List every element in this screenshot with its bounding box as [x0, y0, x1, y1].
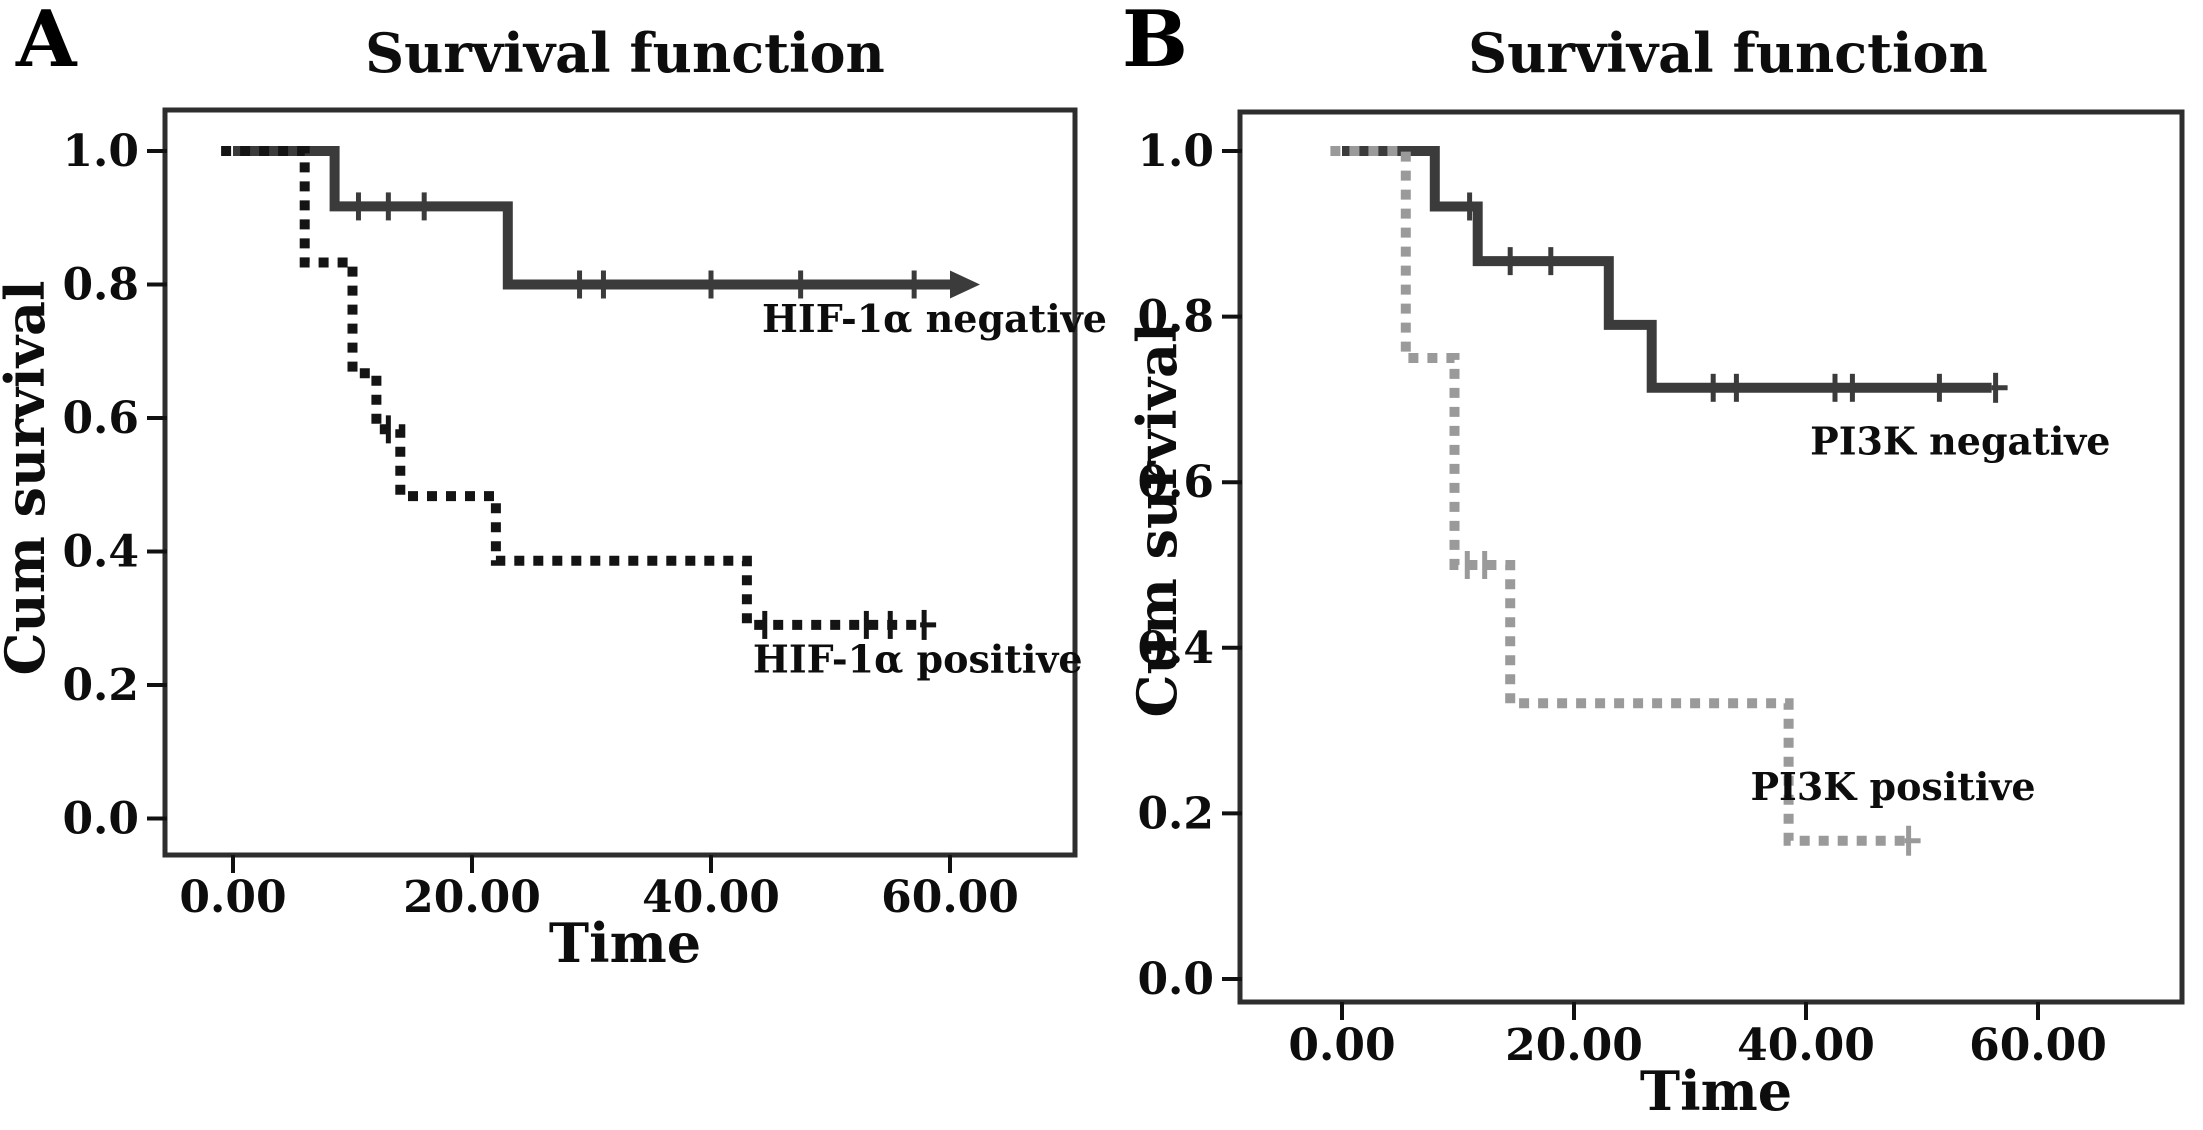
panel-a-y-tick-label-0.2: 0.2	[62, 660, 139, 711]
panel-b-y-tick-label-0.0: 0.0	[1137, 954, 1214, 1005]
panel-b-y-tick-label-0.6: 0.6	[1137, 457, 1214, 508]
panel-b: B Survival function 1.0 0.8 0.6 0.4 0.2 0.0 0.…	[1122, 0, 2185, 1123]
panel-b-y-axis-title: Cum survival	[1125, 322, 1189, 717]
panel-a-label-hif-1-negative: HIF-1α negative	[762, 296, 1107, 341]
panel-b-x-tick-label-20.00: 20.00	[1505, 1020, 1643, 1071]
panel-a-plot-area	[162, 107, 1078, 858]
panel-a-arrow-end-hif-1-negative	[950, 270, 980, 299]
panel-b-y-tick-label-0.8: 0.8	[1137, 292, 1214, 343]
panel-a-label-hif-1-positive: HIF-1α positive	[753, 637, 1083, 682]
panel-b-x-tick-label-0.00: 0.00	[1288, 1020, 1395, 1071]
panel-a-y-axis-title: Cum survival	[0, 280, 57, 675]
panel-a-x-tick-label-60.00: 60.00	[881, 872, 1019, 923]
panel-b-label-pi3k-negative: PI3K negative	[1810, 419, 2110, 464]
panel-b-x-tick-label-40.00: 40.00	[1737, 1020, 1875, 1071]
panel-a-letter: A	[15, 0, 78, 85]
panel-b-generated: 1.0 0.8 0.6 0.4 0.2 0.0 0.00 20.00 40.00 60.00 PI3…	[1137, 126, 2110, 1071]
panel-b-title: Survival function	[1468, 21, 1988, 85]
panel-a-x-tick-label-20.00: 20.00	[403, 872, 541, 923]
panel-a-series-hif-1-positive	[221, 146, 921, 630]
panel-b-y-tick-label-1.0: 1.0	[1137, 126, 1214, 177]
panel-a-generated: 1.0 0.8 0.6 0.4 0.2 0.0 0.00 20.00 40.00 60.00 HIF…	[62, 126, 1106, 923]
panel-a-x-tick-label-40.00: 40.00	[642, 872, 780, 923]
panel-a-y-tick-label-0.6: 0.6	[62, 393, 139, 444]
panel-a: A Survival function 1.0 0.8 0.6 0.4 0.2 0.0 0.…	[0, 0, 1107, 975]
panel-a-y-tick-label-0.0: 0.0	[62, 794, 139, 845]
panel-b-y-tick-label-0.4: 0.4	[1137, 623, 1214, 674]
panel-b-y-tick-label-0.2: 0.2	[1137, 788, 1214, 839]
panel-b-label-pi3k-positive: PI3K positive	[1750, 764, 2035, 809]
panel-b-plot-area	[1237, 109, 2185, 1005]
panel-a-x-tick-label-0.00: 0.00	[179, 872, 286, 923]
panel-b-letter: B	[1122, 0, 1188, 85]
panel-a-x-axis-title: Time	[549, 911, 701, 975]
panel-b-series-pi3k-positive	[1330, 146, 1905, 846]
panel-a-y-tick-label-0.4: 0.4	[62, 527, 139, 578]
panel-b-x-tick-label-60.00: 60.00	[1969, 1020, 2107, 1071]
panel-b-series-pi3k-negative	[1342, 146, 1992, 393]
panel-a-y-tick-label-1.0: 1.0	[62, 126, 139, 177]
panel-a-title: Survival function	[365, 21, 885, 85]
panel-b-x-axis-title: Time	[1640, 1059, 1792, 1123]
panel-a-y-tick-label-0.8: 0.8	[62, 260, 139, 311]
